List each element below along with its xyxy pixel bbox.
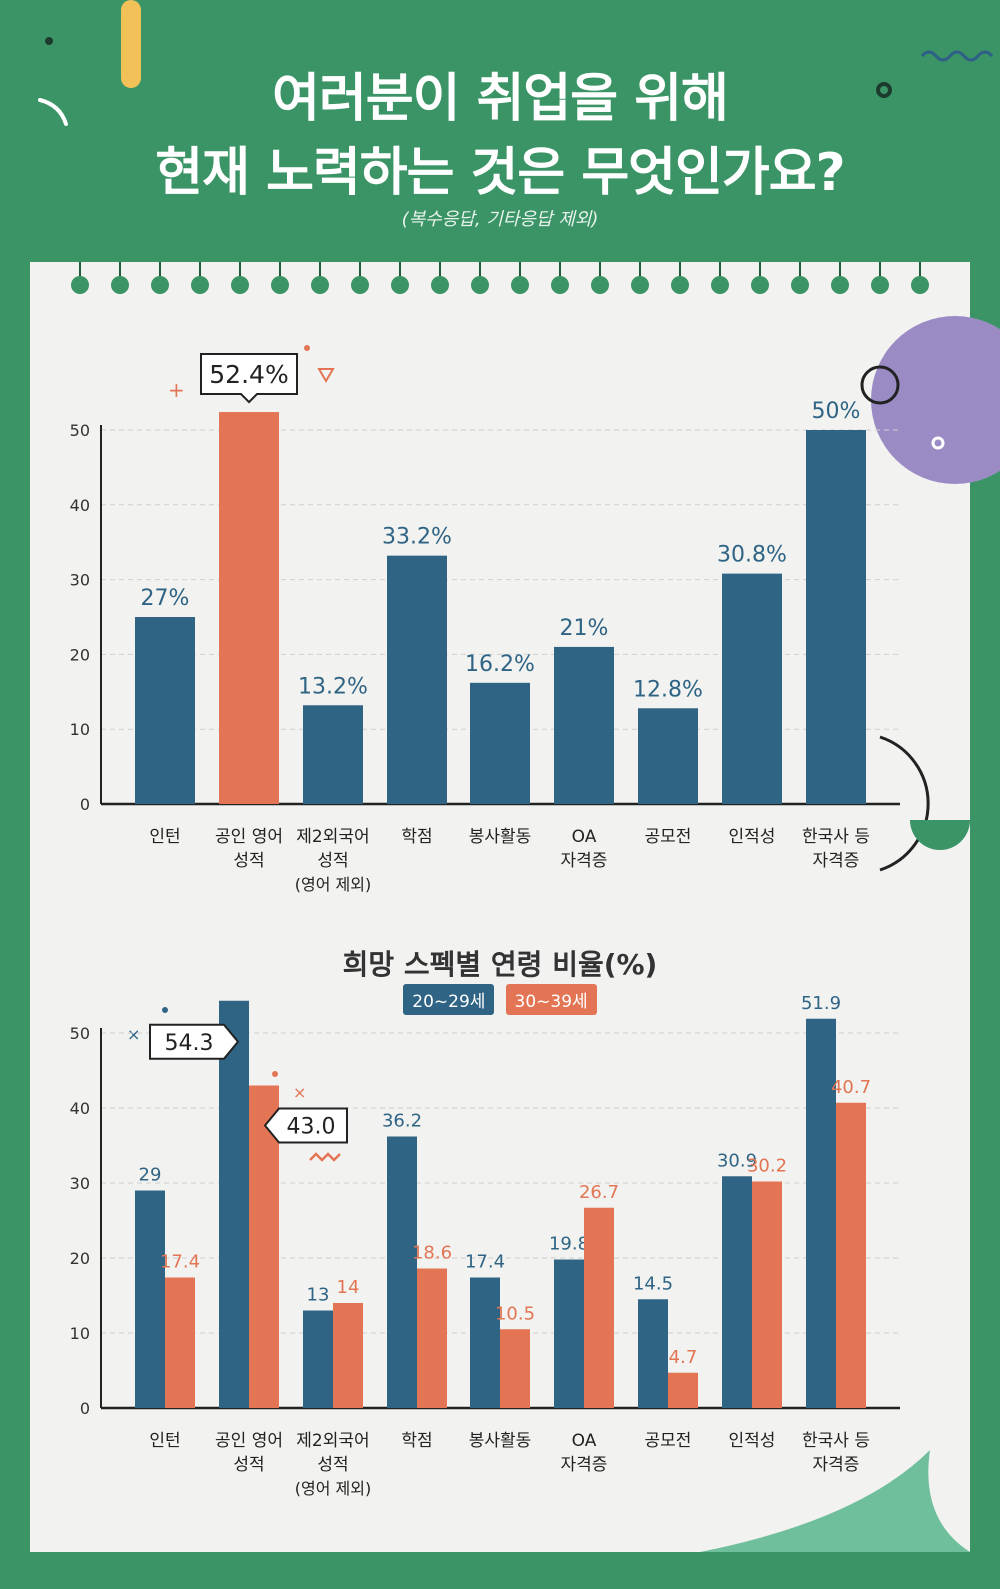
x-tick-label: (영어 제외): [295, 875, 371, 894]
black-ring-decoration: [860, 365, 900, 405]
page-subtitle: (복수응답, 기타응답 제외): [401, 209, 599, 230]
x-tick-label: 한국사 등: [802, 827, 870, 847]
ring-hole: [311, 276, 329, 294]
ring-hole: [191, 276, 209, 294]
bar: [554, 646, 614, 804]
data-label: 33.2%: [382, 525, 452, 550]
data-label: 16.2%: [465, 652, 535, 677]
x-tick-label: 성적: [317, 851, 348, 871]
ring-hole: [791, 276, 809, 294]
y-tick-label: 40: [70, 496, 90, 515]
white-ring-decoration: [931, 436, 945, 450]
ring-hole: [391, 276, 409, 294]
x-tick-label: 제2외국어: [296, 827, 369, 847]
ring-hole: [431, 276, 449, 294]
purple-circle-decoration: [871, 316, 1000, 484]
callout-box: [200, 353, 298, 404]
ring-hole: [871, 276, 889, 294]
chart-age-title: 희망 스펙별 연령 비율(%): [342, 948, 658, 981]
black-arc-decoration: [879, 735, 930, 872]
x-decoration: ×: [127, 1025, 140, 1044]
bar: [387, 555, 447, 804]
ring-hole: [751, 276, 769, 294]
legend-20s: 20~29세: [403, 984, 495, 1015]
triangle-decoration: [317, 368, 335, 383]
x-tick-label: 성적: [233, 851, 264, 871]
arc-decoration: [38, 98, 68, 126]
chart-age-legend: 20~29세 30~39세: [0, 984, 1000, 1015]
yellow-tab: [121, 0, 141, 88]
x-tick-label: 자격증: [813, 851, 860, 871]
bar: [219, 412, 279, 804]
ring-hole: [671, 276, 689, 294]
data-label: 12.8%: [633, 677, 703, 702]
y-tick-label: 10: [70, 720, 90, 739]
y-tick-label: 30: [70, 571, 90, 590]
x-tick-label: 봉사활동: [469, 827, 532, 847]
ring-hole: [151, 276, 169, 294]
ring-hole: [591, 276, 609, 294]
x-tick-label: 학점: [401, 827, 432, 847]
x-tick-label: 공인 영어: [215, 827, 283, 847]
ring-hole: [911, 276, 929, 294]
x-tick-label: 자격증: [561, 851, 608, 871]
x-decoration: ×: [293, 1083, 306, 1102]
ring-hole: [351, 276, 369, 294]
x-tick-label: OA: [572, 827, 597, 847]
dot-decoration: [162, 1007, 168, 1013]
bar: [135, 617, 195, 804]
ring-hole: [111, 276, 129, 294]
page-title-line1: 여러분이 취업을 위해: [272, 69, 729, 129]
ring-hole: [631, 276, 649, 294]
ring-hole: [831, 276, 849, 294]
ring-hole: [711, 276, 729, 294]
wave-decoration: [920, 50, 994, 62]
data-label: 27%: [141, 586, 190, 611]
ring-hole: [551, 276, 569, 294]
dot-decoration: [45, 37, 53, 45]
bar: [303, 705, 363, 804]
y-tick-label: 50: [70, 421, 90, 440]
x-tick-label: 인적성: [729, 827, 776, 847]
bar: [806, 430, 866, 804]
bar: [470, 682, 530, 804]
plus-decoration: +: [168, 378, 185, 402]
y-tick-label: 20: [70, 645, 90, 664]
ring-hole: [471, 276, 489, 294]
bar: [638, 708, 698, 804]
y-tick-label: 0: [80, 795, 90, 814]
data-label: 13.2%: [298, 674, 368, 699]
zigzag-decoration: [309, 1152, 341, 1162]
callout-label: 52.4%: [209, 360, 288, 389]
dot-decoration: [304, 345, 310, 351]
bar: [722, 573, 782, 804]
data-label: 50%: [812, 399, 861, 424]
ring-hole: [511, 276, 529, 294]
page-title-line2: 현재 노력하는 것은 무엇인가요?: [155, 143, 845, 203]
legend-30s: 30~39세: [505, 984, 597, 1015]
green-half-circle-decoration: [910, 820, 970, 850]
x-tick-label: 인턴: [149, 827, 180, 847]
ring-hole: [71, 276, 89, 294]
ring-hole: [271, 276, 289, 294]
dot-decoration: [272, 1071, 278, 1077]
data-label: 21%: [560, 616, 609, 641]
ring-hole: [231, 276, 249, 294]
ring-decoration: [876, 82, 892, 98]
page-curl: [700, 1450, 970, 1552]
data-label: 30.8%: [717, 543, 787, 568]
x-tick-label: 공모전: [645, 827, 692, 847]
